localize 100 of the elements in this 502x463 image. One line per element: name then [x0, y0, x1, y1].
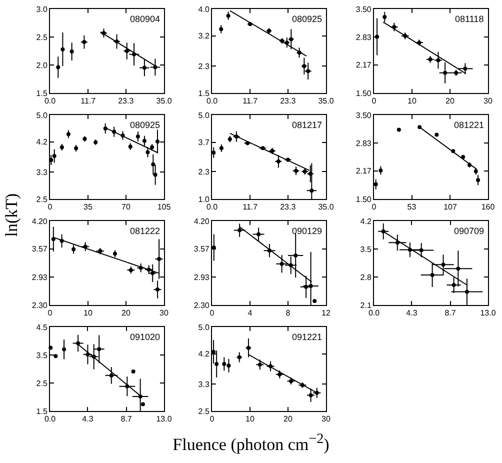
point [378, 168, 383, 172]
point [155, 140, 160, 144]
x-tick-label: 4.3 [406, 308, 418, 318]
point [66, 132, 70, 136]
y-tick-label: 4.2 [36, 138, 48, 147]
y-tick-label: 2.5 [36, 32, 48, 42]
x-tick-label: 0.0 [206, 96, 218, 106]
x-tick-label: 30 [484, 96, 493, 106]
point [142, 138, 146, 143]
x-tick-label: 10 [84, 308, 93, 318]
point [76, 341, 80, 346]
point [280, 262, 284, 266]
y-tick-label: 3.50 [356, 110, 372, 120]
point [150, 271, 155, 276]
y-tick-label: 2.5 [198, 406, 210, 416]
point [97, 347, 102, 352]
annotation: 080925 [130, 120, 160, 130]
point [258, 362, 262, 367]
y-tick-label: 2.3 [198, 168, 210, 176]
x-tick-label: 23.3 [118, 96, 134, 106]
x-tick-label: 20 [122, 308, 131, 318]
point [441, 262, 446, 267]
y-tick-label: 2.5 [36, 378, 48, 388]
annotation: 091020 [130, 332, 160, 342]
y-tick-label: 2.93 [32, 272, 48, 282]
point [463, 66, 468, 71]
y-tick-label: 2.17 [356, 166, 372, 176]
x-tick-label: 0 [210, 414, 215, 424]
point [308, 284, 313, 288]
point [443, 70, 448, 75]
y-tick-label: 2.0 [36, 60, 48, 70]
point [256, 232, 261, 236]
y-tick-label: 3.57 [194, 244, 210, 254]
x-tick-label: 160 [481, 202, 496, 212]
x-tick-label: 13.0 [480, 308, 496, 318]
point [146, 150, 150, 154]
y-tick-label: 2.30 [32, 300, 48, 310]
x-tick-label: 0.0 [206, 202, 218, 212]
point [310, 188, 314, 193]
point [464, 290, 469, 294]
x-tick-label: 4.3 [82, 414, 94, 424]
x-tick-label: 0.0 [44, 414, 56, 424]
y-tick-label: 4.20 [32, 216, 48, 226]
annotation: 080925 [292, 14, 322, 24]
x-tick-label: 11.7 [242, 202, 258, 212]
x-tick-label: 0.0 [44, 96, 56, 106]
x-tick-label: 10 [408, 96, 417, 106]
point [430, 273, 434, 277]
y-tick-label: 4.2 [360, 216, 372, 226]
x-tick-label: 12 [322, 308, 331, 318]
y-tick-label: 1.50 [356, 194, 372, 204]
point [419, 248, 424, 252]
y-tick-label: 4.0 [198, 4, 210, 14]
x-tick-label: 35.0 [156, 96, 172, 106]
x-tick-label: 8 [286, 308, 291, 318]
y-tick-label: 2.83 [356, 32, 372, 42]
point [156, 288, 160, 292]
y-tick-label: 5.0 [198, 322, 210, 332]
x-tick-label: 11.7 [80, 96, 96, 106]
x-tick-label: 0.0 [368, 308, 380, 318]
x-tick-label: 70 [122, 202, 131, 212]
y-tick-label: 2.30 [194, 300, 210, 310]
annotation: 080904 [130, 14, 160, 24]
x-tick-label: 35 [84, 202, 93, 212]
point [136, 134, 140, 138]
x-tick-label: 0 [210, 308, 215, 318]
y-tick-label: 4.2 [198, 350, 210, 359]
y-tick-label: 2.5 [36, 194, 48, 204]
x-tick-label: 20 [446, 96, 455, 106]
y-tick-label: 2.93 [194, 272, 210, 282]
y-tick-label: 2.8 [360, 272, 372, 282]
annotation: 081221 [454, 120, 484, 130]
annotation: 081217 [292, 120, 322, 130]
y-tick-label: 2.83 [356, 138, 372, 148]
y-tick-label: 1.50 [356, 88, 372, 98]
y-tick-label: 4.20 [194, 216, 210, 226]
point [374, 182, 378, 186]
y-tick-label: 3.5 [360, 244, 372, 254]
point [52, 154, 56, 158]
x-axis-title: Fluence (photon cm$^{−2}$) [172, 431, 330, 455]
y-tick-label: 1.5 [36, 406, 48, 416]
x-tick-label: 35.0 [318, 96, 334, 106]
annotation: 081118 [455, 14, 484, 24]
point [294, 253, 298, 258]
x-tick-label: 10 [246, 414, 255, 424]
y-tick-label: 3.50 [356, 4, 372, 14]
x-tick-label: 0 [48, 308, 53, 318]
y-tick-label: 3.5 [36, 350, 48, 360]
point [278, 372, 282, 376]
x-tick-label: 30 [322, 414, 331, 424]
point [456, 266, 460, 271]
point [476, 178, 480, 182]
x-tick-label: 0 [48, 202, 53, 212]
x-tick-label: 0 [372, 96, 377, 106]
point [109, 373, 114, 378]
y-tick-label: 4.5 [36, 322, 48, 332]
x-tick-label: 35.0 [318, 202, 334, 212]
point [308, 393, 313, 398]
y-tick-label: 3.3 [36, 168, 48, 177]
annotation: 090129 [292, 226, 322, 236]
